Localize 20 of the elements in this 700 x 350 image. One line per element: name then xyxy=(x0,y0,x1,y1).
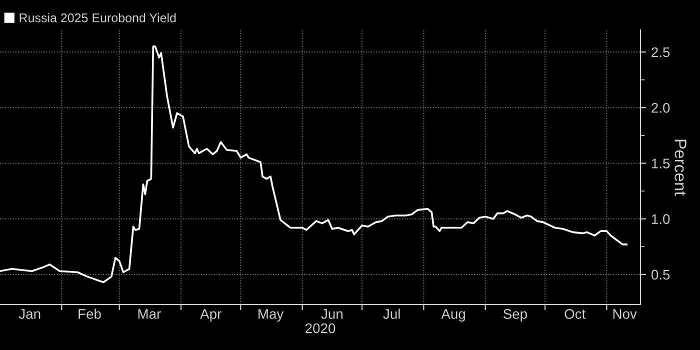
x-tick-label: Mar xyxy=(138,309,161,319)
y-tick-label: 2.0 xyxy=(652,102,670,113)
x-tick-label: Jul xyxy=(383,308,400,319)
line-series xyxy=(0,46,628,284)
y-tick-label: 1.5 xyxy=(652,158,670,168)
x-tick-label: Aug xyxy=(441,309,465,322)
x-tick-label: Jan xyxy=(18,309,40,319)
x-tick-label: Apr xyxy=(200,309,222,322)
x-tick-label: Jun xyxy=(321,309,342,319)
x-tick-label: Oct xyxy=(564,309,586,319)
y-tick-label: 2.5 xyxy=(652,47,670,58)
x-axis-title: 2020 xyxy=(306,323,336,334)
x-tick-label: Feb xyxy=(78,308,101,319)
x-tick-label: May xyxy=(258,309,284,322)
x-tick-label: Nov xyxy=(613,309,637,319)
y-tick-label: 1.0 xyxy=(652,214,670,224)
legend-label: Russia 2025 Eurobond Yield xyxy=(20,13,176,22)
x-tick-label: Sep xyxy=(503,309,527,322)
y-axis-title: Percent xyxy=(674,140,686,196)
y-tick-label: 0.5 xyxy=(651,270,670,280)
